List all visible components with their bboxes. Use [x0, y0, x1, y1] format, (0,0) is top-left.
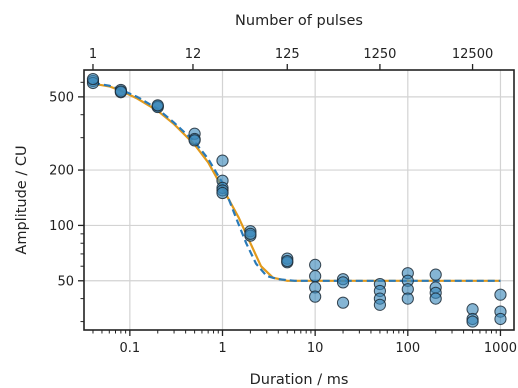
plot-frame [83, 69, 515, 331]
top-x-axis-label: Number of pulses [235, 13, 363, 29]
data-point [494, 288, 507, 301]
x-tick-label: 0.1 [120, 341, 141, 356]
data-point [309, 290, 322, 303]
x-axis-label: Duration / ms [250, 372, 349, 388]
x2-tick-label: 1250 [363, 47, 396, 62]
data-point [151, 99, 164, 112]
x2-tick-label: 12500 [452, 47, 493, 62]
data-points [86, 72, 507, 328]
data-point [429, 292, 442, 305]
y-axis-label: Amplitude / CU [14, 145, 30, 254]
x2-tick-label: 1 [89, 47, 97, 62]
data-point [309, 270, 322, 283]
x2-tick-label: 125 [275, 47, 300, 62]
data-point [281, 254, 294, 268]
fit-curves [92, 81, 501, 282]
axis-ticks [78, 64, 502, 336]
data-point [336, 276, 350, 289]
grid [84, 70, 514, 330]
fit-curve-solid [92, 82, 501, 282]
data-point [373, 298, 387, 311]
data-point [114, 85, 127, 98]
x-tick-label: 100 [395, 341, 420, 356]
y-tick-label: 50 [57, 274, 74, 289]
data-point [466, 315, 479, 328]
data-point [494, 312, 507, 326]
data-point [86, 72, 100, 86]
data-point [429, 268, 442, 281]
data-point [309, 258, 322, 272]
data-point [401, 292, 414, 305]
data-point [216, 186, 229, 200]
data-point [188, 134, 201, 147]
x2-tick-label: 12 [185, 47, 202, 62]
y-tick-label: 200 [49, 164, 74, 179]
fit-curve-dashed [92, 81, 501, 282]
data-point [336, 296, 350, 309]
tick-labels: 0.1 1 10 100 1000 1 12 125 1250 12500 50 100 200 500 [49, 47, 517, 356]
y-tick-label: 100 [49, 219, 74, 234]
x-tick-label: 1 [218, 341, 226, 356]
data-point [244, 227, 257, 240]
x-tick-label: 1000 [484, 341, 517, 356]
x-tick-label: 10 [307, 341, 324, 356]
data-point [216, 154, 229, 167]
y-tick-label: 500 [49, 90, 74, 105]
